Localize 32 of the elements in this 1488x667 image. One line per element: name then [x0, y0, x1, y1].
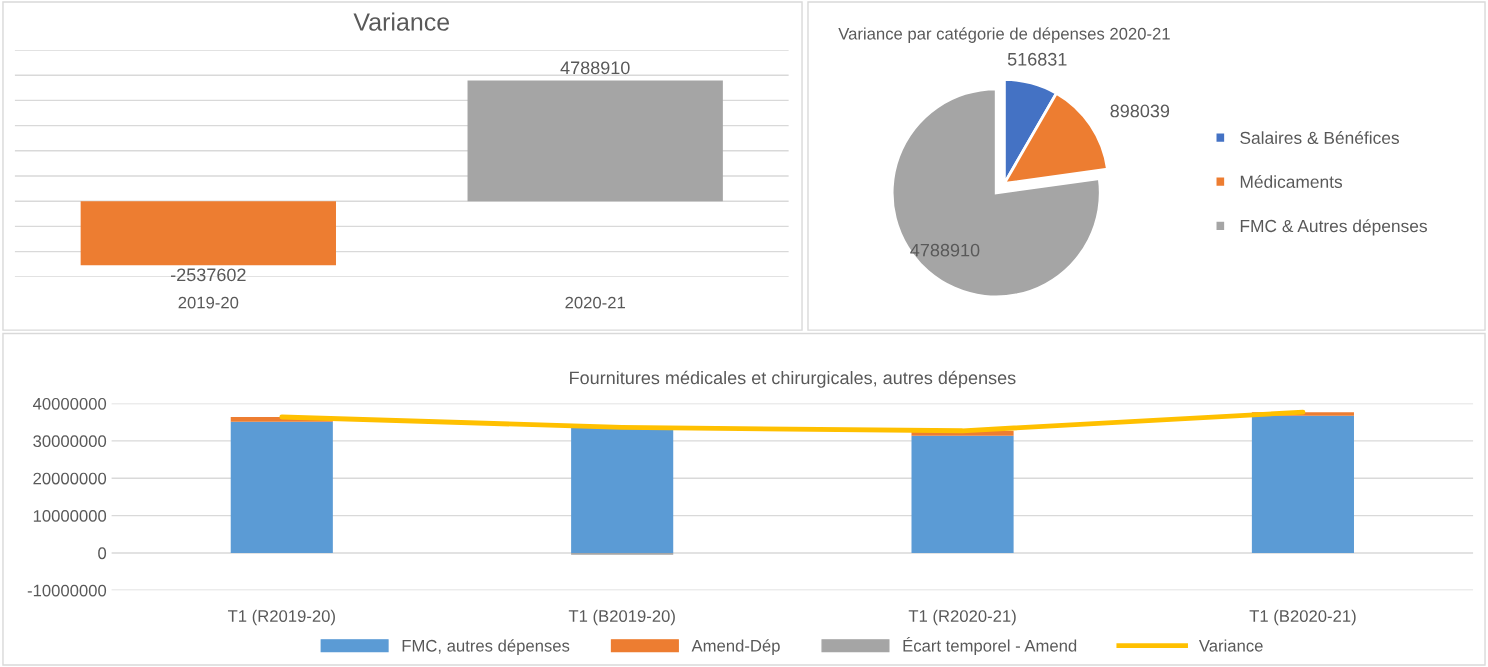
y-tick-label: 40000000: [32, 397, 107, 410]
legend-label: Variance: [1198, 639, 1263, 652]
legend-label: Médicaments: [1240, 175, 1343, 188]
data-label: 4788910: [910, 243, 980, 257]
line-series: [279, 409, 1306, 434]
x-tick-label: T1 (R2019-20): [227, 609, 335, 626]
legend-label: Amend-Dép: [691, 639, 780, 655]
x-tick-label: T1 (R2020-21): [908, 609, 1016, 626]
y-tick-label: 20000000: [33, 472, 107, 485]
chart-title: Variance: [353, 12, 450, 31]
x-tick-label: T1 (B2020-21): [1249, 609, 1356, 626]
y-tick-label: 30000000: [33, 435, 107, 448]
data-label: 898039: [1110, 104, 1170, 118]
chart-title: Variance par catégorie de dépenses 2020-21: [838, 27, 1170, 43]
data-label: 516831: [1007, 52, 1067, 66]
bar: [230, 421, 333, 553]
bar: [911, 435, 1014, 553]
y-tick-label: 0: [98, 547, 107, 560]
x-tick-label: 2020-21: [565, 296, 625, 309]
y-tick-label: -10000000: [27, 584, 107, 597]
y-tick-label: 10000000: [33, 509, 107, 522]
data-label: 4788910: [560, 61, 630, 75]
data-label: -2537602: [170, 268, 246, 282]
chart-title: Fournitures médicales et chirurgicales, autres dépenses: [570, 370, 1016, 388]
legend-label: FMC & Autres dépenses: [1240, 219, 1427, 236]
x-tick-label: 2019-20: [178, 296, 239, 309]
legend-label: FMC, autres dépenses: [402, 639, 570, 655]
legend-label: Écart temporel - Amend: [903, 637, 1077, 655]
legend-label: Salaires & Bénéfices: [1240, 131, 1399, 145]
bar: [1251, 415, 1354, 553]
bar: [571, 427, 674, 553]
x-tick-label: T1 (B2019-20): [568, 609, 675, 626]
